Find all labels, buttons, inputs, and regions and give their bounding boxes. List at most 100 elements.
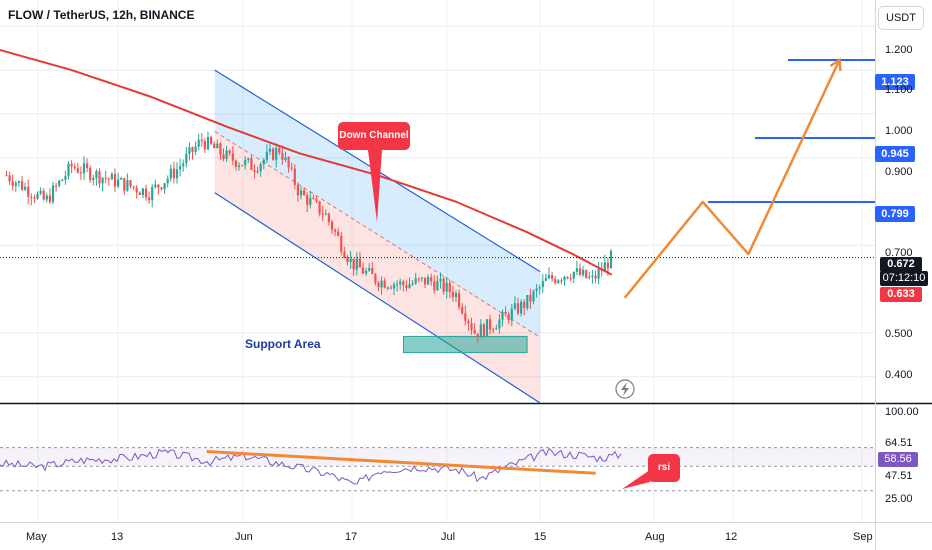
candle-body	[278, 147, 281, 153]
candle-body	[535, 288, 538, 292]
candle-body	[191, 147, 194, 152]
candle-body	[14, 182, 17, 186]
candle-body	[129, 180, 132, 187]
candle-body	[61, 179, 64, 181]
candle-body	[538, 287, 541, 289]
candle-body	[110, 173, 114, 180]
candle-body	[427, 277, 430, 285]
candle-body	[321, 213, 324, 215]
candle-body	[86, 163, 89, 168]
candle-body	[318, 201, 321, 214]
candle-body	[526, 295, 529, 309]
y-tick-0700: 0.700	[885, 247, 913, 259]
candle-body	[346, 257, 349, 262]
candle-body	[439, 278, 442, 282]
channel-mid-line	[214, 130, 541, 338]
candle-body	[160, 187, 163, 190]
candle-body	[532, 291, 535, 302]
candle-body	[358, 258, 362, 268]
candle-body	[340, 235, 343, 252]
candle-body	[296, 185, 300, 196]
candle-body	[489, 319, 492, 330]
candle-body	[299, 190, 303, 196]
candle-body	[194, 146, 197, 152]
candle-body	[306, 195, 309, 205]
candle-body	[461, 306, 464, 314]
moving-average-line	[0, 48, 613, 276]
chart-title: FLOW / TetherUS, 12h, BINANCE	[8, 8, 195, 22]
candle-body	[448, 282, 451, 292]
candle-body	[303, 190, 306, 196]
candle-body	[454, 293, 458, 298]
candle-body	[498, 319, 501, 329]
candle-body	[169, 168, 172, 179]
candle-body	[231, 153, 234, 161]
candle-body	[470, 323, 473, 330]
candle-body	[374, 274, 377, 283]
candle-body	[327, 213, 331, 222]
candle-body	[597, 268, 600, 279]
candle-body	[51, 185, 55, 203]
candle-body	[237, 165, 241, 167]
y-tick-0400: 0.400	[885, 369, 913, 381]
candle-body	[126, 180, 129, 191]
candle-body	[405, 285, 408, 288]
candle-body	[213, 143, 216, 149]
candle-body	[467, 320, 470, 324]
candle-body	[290, 167, 293, 169]
candle-body	[330, 221, 334, 230]
candle-body	[402, 281, 405, 286]
candle-body	[495, 328, 498, 330]
candle-body	[386, 287, 389, 289]
candle-body	[132, 186, 135, 188]
candle-body	[371, 267, 374, 275]
candle-body	[380, 280, 383, 288]
candle-body	[5, 175, 8, 177]
x-tick-jun: Jun	[235, 531, 253, 543]
candle-body	[355, 258, 358, 270]
candle-body	[389, 287, 393, 289]
candle-body	[569, 278, 572, 280]
candle-body	[120, 178, 123, 180]
candle-body	[36, 193, 39, 199]
candle-body	[154, 184, 157, 187]
candle-body	[442, 278, 445, 292]
x-tick-jul: Jul	[441, 531, 456, 543]
candle-body	[188, 147, 191, 154]
candle-body	[513, 303, 517, 309]
candle-body	[334, 229, 337, 232]
down-channel-label: Down Channel	[338, 122, 410, 150]
candle-body	[423, 277, 427, 285]
candle-body	[259, 164, 262, 172]
candle-body	[275, 147, 278, 160]
candle-body	[510, 308, 513, 321]
candle-body	[578, 268, 582, 275]
candle-body	[606, 262, 610, 269]
candle-body	[76, 168, 79, 173]
candle-body	[24, 186, 27, 190]
y-tick-1000: 1.000	[885, 125, 913, 137]
candle-body	[523, 301, 526, 309]
candle-body	[560, 280, 563, 282]
candle-body	[200, 139, 203, 142]
candle-body	[414, 278, 417, 284]
candle-body	[107, 178, 110, 180]
candle-body	[148, 197, 151, 201]
support-zone	[402, 335, 528, 354]
candle-body	[82, 163, 86, 174]
y-tick-1100: 1.100	[885, 84, 913, 96]
candle-body	[492, 329, 495, 331]
candle-body	[272, 148, 275, 160]
candle-body	[501, 311, 504, 320]
candle-body	[309, 198, 312, 205]
candle-body	[144, 188, 148, 198]
candle-body	[265, 151, 269, 160]
candle-body	[55, 185, 58, 187]
currency-button[interactable]: USDT	[878, 6, 924, 30]
candle-body	[547, 275, 551, 279]
candle-body	[557, 280, 560, 283]
candle-body	[250, 158, 253, 170]
candle-body	[8, 175, 11, 182]
candle-body	[368, 267, 371, 271]
